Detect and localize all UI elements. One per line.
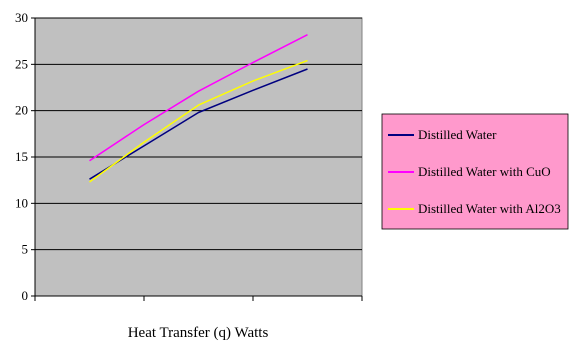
y-tick-label-5: 5 — [22, 242, 29, 257]
x-axis-title: Heat Transfer (q) Watts — [128, 325, 269, 341]
series-line-1 — [89, 34, 308, 162]
legend-label-2: Distilled Water with Al2O3 — [418, 201, 561, 216]
y-tick-label-30: 30 — [15, 10, 28, 25]
gridlines — [35, 17, 362, 251]
series-line-0 — [89, 68, 308, 180]
y-tick-labels: 0 5 10 15 20 25 30 — [15, 10, 35, 303]
y-tick-label-0: 0 — [22, 288, 29, 303]
legend-label-0: Distilled Water — [418, 127, 497, 142]
y-tick-label-10: 10 — [15, 195, 28, 210]
legend-label-1: Distilled Water with CuO — [418, 164, 551, 179]
y-tick-label-20: 20 — [15, 103, 28, 118]
y-tick-label-25: 25 — [15, 56, 28, 71]
x-ticks — [34, 296, 363, 301]
y-tick-label-15: 15 — [15, 149, 28, 164]
series-line-2 — [89, 59, 308, 183]
series-lines — [89, 34, 308, 183]
legend: Distilled Water Distilled Water with CuO D… — [381, 113, 569, 230]
